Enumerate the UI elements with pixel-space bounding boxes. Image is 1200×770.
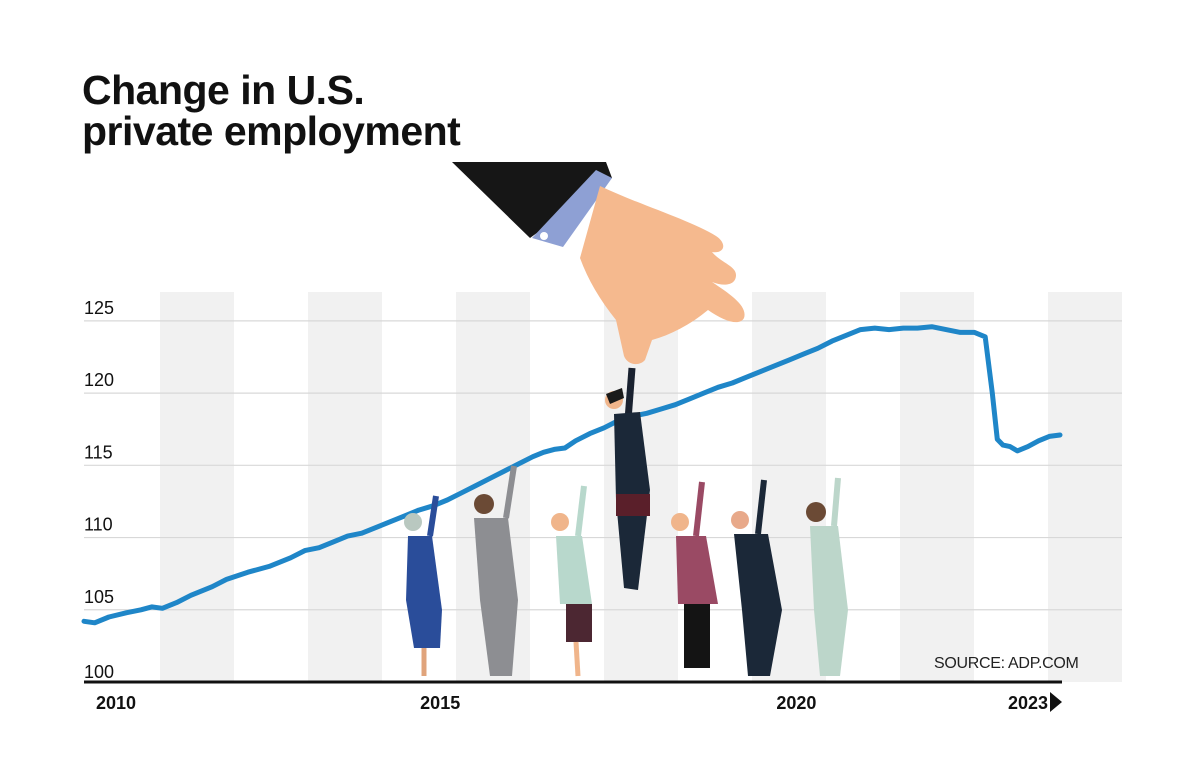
- person-2: [474, 465, 518, 676]
- y-axis-tick-labels: 100 105 110 115 120 125: [84, 298, 114, 682]
- lifted-person-illustration: [605, 367, 650, 590]
- x-tick-label: 2015: [420, 693, 460, 713]
- person-1: [404, 495, 442, 676]
- lifted-hair: [606, 388, 624, 404]
- gridlines: [84, 320, 1122, 611]
- person-4: [671, 481, 718, 668]
- chart-title-line-1: Change in U.S.: [82, 67, 365, 113]
- person-6: [806, 477, 848, 676]
- x-tick-label: 2010: [96, 693, 136, 713]
- y-tick-label: 115: [84, 442, 113, 462]
- x-axis-arrow: [1050, 692, 1062, 712]
- crowd-illustration: [404, 465, 848, 677]
- suit-sleeve: [452, 162, 612, 238]
- x-axis: [84, 680, 1062, 712]
- x-tick-label: 2020: [776, 693, 816, 713]
- y-tick-label: 110: [84, 515, 113, 535]
- briefcase: [616, 494, 650, 516]
- lifted-arm: [624, 367, 636, 421]
- y-tick-label: 100: [84, 662, 114, 682]
- y-tick-label: 120: [84, 370, 114, 390]
- y-tick-label: 105: [84, 587, 114, 607]
- background-band: [160, 292, 234, 682]
- chart-title-line-2: private employment: [82, 108, 461, 154]
- series-lines: [81, 324, 1063, 626]
- source-note: SOURCE: ADP.COM: [934, 655, 1079, 672]
- hand-illustration: [452, 162, 745, 365]
- background-band: [1048, 292, 1122, 682]
- x-tick-label: 2023: [1008, 693, 1048, 713]
- person-3: [551, 485, 592, 677]
- chart-title: Change in U.S. private employment: [82, 70, 682, 152]
- hand: [580, 186, 745, 365]
- cuff-button: [540, 232, 548, 240]
- shirt-cuff: [532, 170, 612, 247]
- background-band: [900, 292, 974, 682]
- background-band: [308, 292, 382, 682]
- series-line: [81, 324, 1063, 626]
- x-axis-tick-labels: 2010 2015 2020 2023: [96, 693, 1048, 713]
- person-5: [731, 479, 782, 676]
- y-tick-label: 125: [84, 298, 114, 318]
